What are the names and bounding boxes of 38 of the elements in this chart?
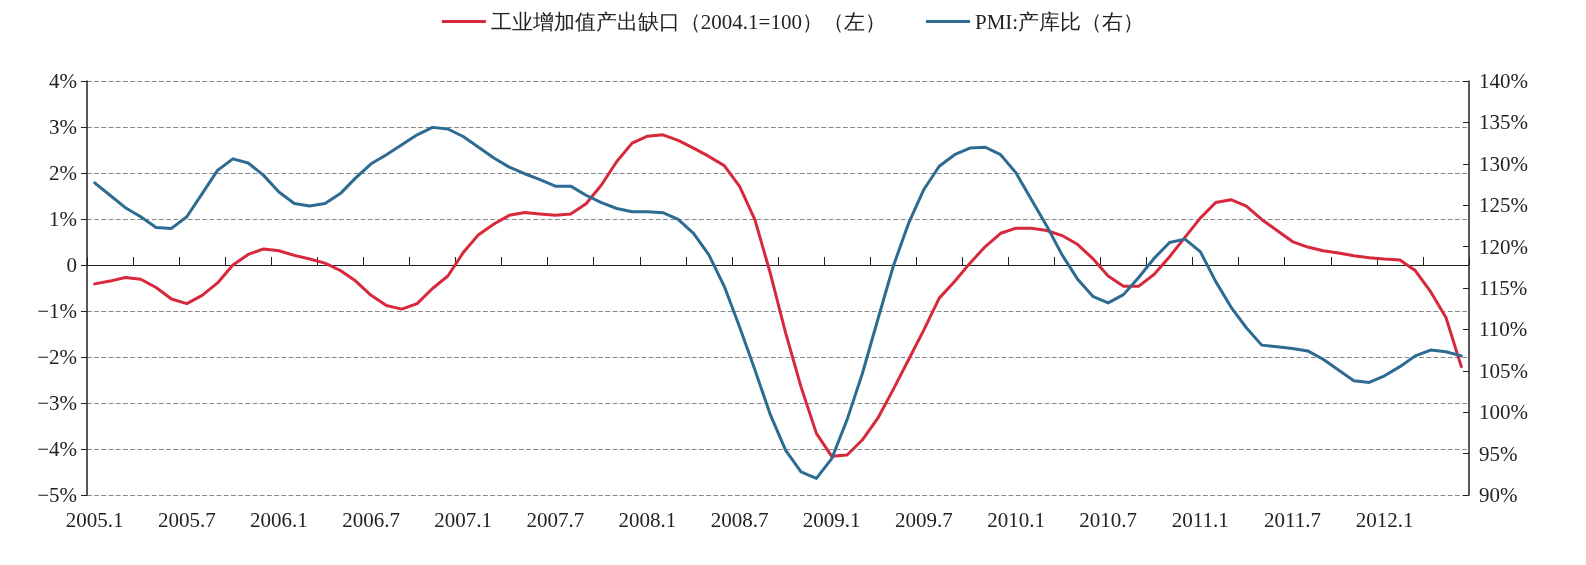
- x-tick-label: 2011.7: [1263, 507, 1321, 532]
- y2-tick-label: 125%: [1479, 193, 1528, 218]
- y-tick-label: −4%: [37, 437, 77, 461]
- y-tick-label: −3%: [37, 391, 77, 415]
- y-tick-label: −5%: [37, 483, 77, 507]
- y2-tick-label: 120%: [1479, 234, 1528, 259]
- y2-tick-label: 135%: [1479, 110, 1528, 135]
- y-tick-label: 4%: [49, 69, 77, 93]
- x-tick-label: 2010.1: [987, 507, 1045, 532]
- legend-label: 工业增加值产出缺口（2004.1=100）（左）: [490, 9, 886, 34]
- x-tick-label: 2011.1: [1171, 507, 1229, 532]
- y2-tick-label: 105%: [1479, 358, 1528, 383]
- x-tick-label: 2008.7: [710, 507, 769, 532]
- x-tick-label: 2010.7: [1079, 507, 1138, 532]
- x-tick-label: 2005.1: [65, 507, 124, 532]
- y-tick-label: 0: [66, 253, 77, 277]
- x-tick-label: 2005.7: [157, 507, 216, 532]
- x-tick-label: 2006.1: [250, 507, 308, 532]
- y2-tick-label: 110%: [1479, 317, 1528, 342]
- x-tick-label: 2007.1: [434, 507, 493, 532]
- x-tick-label: 2009.7: [895, 507, 953, 532]
- x-tick-label: 2008.1: [618, 507, 677, 532]
- x-tick-label: 2007.7: [526, 507, 585, 532]
- y2-tick-label: 130%: [1479, 151, 1528, 176]
- y-tick-label: 1%: [49, 207, 77, 231]
- y-tick-label: 3%: [49, 115, 77, 139]
- y-tick-label: 2%: [49, 161, 77, 185]
- x-tick-label: 2006.7: [342, 507, 400, 532]
- y-tick-label: −2%: [37, 345, 77, 369]
- y2-tick-label: 90%: [1479, 483, 1518, 507]
- x-tick-label: 2012.1: [1355, 507, 1414, 532]
- y2-tick-label: 100%: [1479, 400, 1528, 425]
- y2-tick-label: 95%: [1479, 441, 1518, 466]
- x-tick-label: 2009.1: [802, 507, 861, 532]
- y2-tick-label: 115%: [1479, 276, 1528, 300]
- legend-label: PMI:产库比（右）: [974, 9, 1145, 34]
- y2-tick-label: 140%: [1479, 69, 1528, 93]
- y-tick-label: −1%: [37, 299, 77, 323]
